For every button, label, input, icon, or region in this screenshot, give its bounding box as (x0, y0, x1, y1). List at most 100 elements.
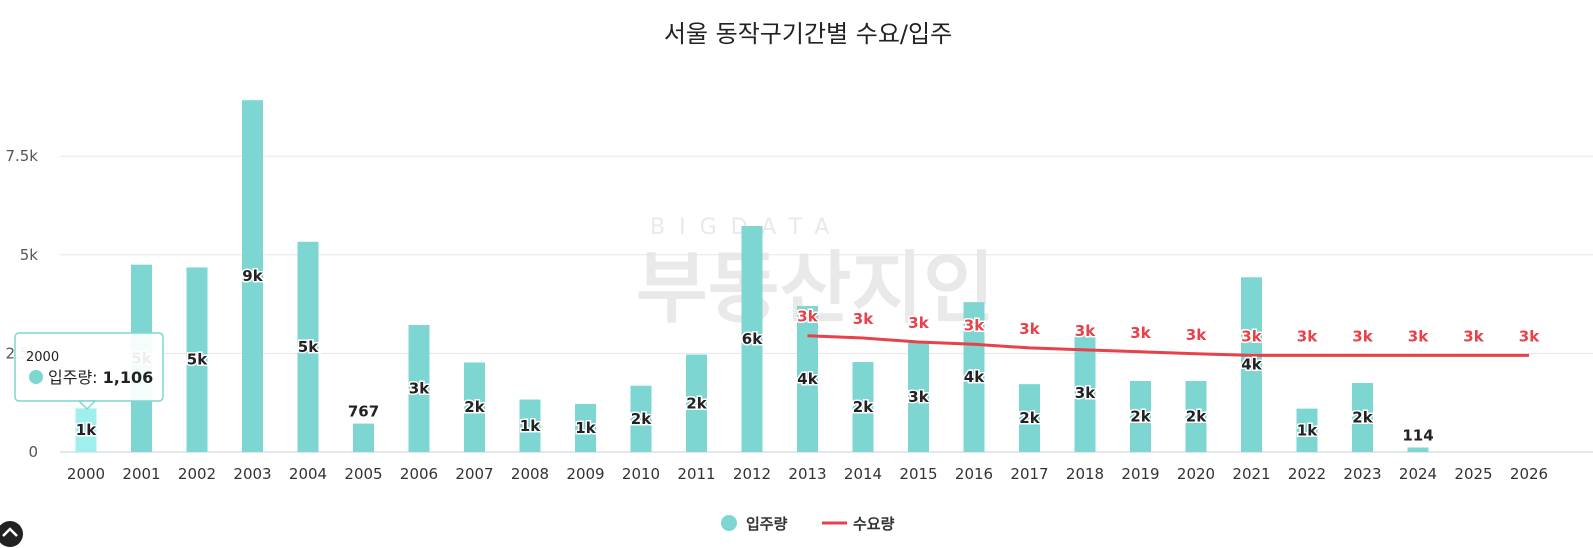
home-icon[interactable] (0, 521, 23, 547)
legend-item-demand[interactable]: 수요량 (822, 515, 895, 533)
bar[interactable] (242, 100, 263, 453)
bar[interactable] (75, 408, 97, 452)
bar[interactable] (630, 385, 652, 452)
x-tick-label: 2008 (511, 465, 549, 483)
bar[interactable] (408, 325, 430, 452)
bar[interactable] (1074, 333, 1096, 452)
line-point-label: 3k (853, 310, 874, 328)
bar[interactable] (741, 226, 763, 452)
bar[interactable] (1019, 384, 1040, 452)
x-tick-label: 2004 (289, 465, 327, 483)
bar[interactable] (297, 241, 319, 452)
x-tick-label: 2015 (899, 465, 937, 483)
bar[interactable] (1241, 277, 1262, 452)
x-tick-label: 2019 (1121, 465, 1159, 483)
x-tick-label: 2024 (1399, 465, 1437, 483)
bar[interactable] (686, 354, 707, 452)
legend-demand-label: 수요량 (853, 515, 895, 533)
bar[interactable] (1407, 447, 1429, 452)
x-tick-label: 2010 (622, 465, 660, 483)
legend-supply-label: 입주량 (746, 515, 788, 533)
bar-label: 4k (964, 368, 985, 386)
bar[interactable] (908, 341, 929, 452)
bar[interactable] (797, 306, 818, 452)
tooltip-marker (29, 370, 43, 384)
bar-label: 2k (464, 398, 485, 416)
tooltip-pointer (77, 400, 97, 411)
bar[interactable] (963, 302, 985, 452)
line-point-label: 3k (1186, 326, 1207, 344)
line-point-label: 3k (964, 316, 985, 334)
x-tick-label: 2002 (178, 465, 216, 483)
bar[interactable] (575, 403, 596, 452)
line-point-label: 3k (1075, 322, 1096, 340)
line-point-label: 3k (1241, 327, 1262, 345)
bar-label: 5k (298, 338, 319, 356)
x-tick-label: 2017 (1010, 465, 1048, 483)
bar[interactable] (1185, 381, 1207, 452)
demand-line[interactable] (807, 334, 1530, 357)
bar[interactable] (852, 362, 874, 452)
tooltip-value: 1,106 (103, 368, 154, 387)
x-tick-label: 2000 (67, 465, 105, 483)
legend-item-supply[interactable]: 입주량 (721, 515, 788, 533)
bar[interactable] (464, 362, 485, 452)
x-tick-label: 2022 (1288, 465, 1326, 483)
x-tick-label: 2020 (1177, 465, 1215, 483)
bar[interactable] (353, 423, 374, 452)
bar[interactable] (1130, 381, 1151, 452)
y-tick-label: 0 (28, 443, 38, 461)
bar-labels: 1k5k5k9k5k7673k2k1k1k2k2k6k4k2k3k4k2k3k2… (74, 266, 1435, 446)
x-tick-label: 2026 (1510, 465, 1548, 483)
bar[interactable] (186, 267, 208, 452)
y-tick-label: 7.5k (5, 147, 38, 165)
tooltip-text: 입주량: 1,106 (48, 368, 153, 387)
bar-label: 3k (908, 388, 929, 406)
x-tick-label: 2011 (677, 465, 715, 483)
x-tick-label: 2018 (1066, 465, 1104, 483)
bar[interactable] (1296, 408, 1318, 452)
x-tick-label: 2005 (344, 465, 382, 483)
line-point-label: 3k (1519, 327, 1540, 345)
bar-label: 2k (1186, 408, 1207, 426)
line-point-label: 3k (1408, 327, 1429, 345)
line-point-label: 3k (1463, 327, 1484, 345)
bar-label: 3k (409, 380, 430, 398)
bar-label: 4k (1241, 356, 1262, 374)
bar[interactable] (1352, 382, 1373, 452)
x-tick-label: 2009 (566, 465, 604, 483)
x-tick-label: 2012 (733, 465, 771, 483)
bar-label: 2k (686, 394, 707, 412)
legend-supply-marker (721, 515, 737, 531)
bar-label: 9k (242, 267, 263, 285)
bar-label: 4k (797, 370, 818, 388)
tooltip-box (14, 332, 164, 402)
bar[interactable] (519, 399, 541, 452)
bar-label: 2k (1352, 408, 1373, 426)
bar-label: 114 (1402, 427, 1433, 445)
watermark-top: BIGDATA (650, 215, 843, 240)
bar-label: 1k (575, 419, 596, 437)
line-point-label: 3k (1352, 327, 1373, 345)
y-tick-label: 5k (20, 246, 39, 264)
x-axis: 2000 2001 2002 2003 2004 2005 2006 2007 2008 2009… (67, 465, 1548, 483)
x-tick-label: 2016 (955, 465, 993, 483)
line-point-label: 3k (1130, 324, 1151, 342)
chart-title: 서울 동작구기간별 수요/입주 (664, 20, 952, 48)
x-tick-label: 2007 (455, 465, 493, 483)
line-point-label: 3k (1297, 327, 1318, 345)
bar-series (75, 100, 1429, 453)
line-series (807, 334, 1530, 357)
x-tick-label: 2023 (1343, 465, 1381, 483)
line-point-label: 3k (1019, 320, 1040, 338)
x-tick-label: 2003 (233, 465, 271, 483)
tooltip-category: 2000 (26, 350, 59, 365)
bar-label: 6k (742, 330, 763, 348)
bar-label: 1k (1297, 421, 1318, 439)
line-labels: 3k 3k 3k 3k 3k 3k 3k 3k 3k 3k 3k 3k 3k 3k (796, 306, 1542, 347)
bar-label: 2k (853, 398, 874, 416)
bar-label: 1k (76, 421, 97, 439)
x-tick-label: 2006 (400, 465, 438, 483)
